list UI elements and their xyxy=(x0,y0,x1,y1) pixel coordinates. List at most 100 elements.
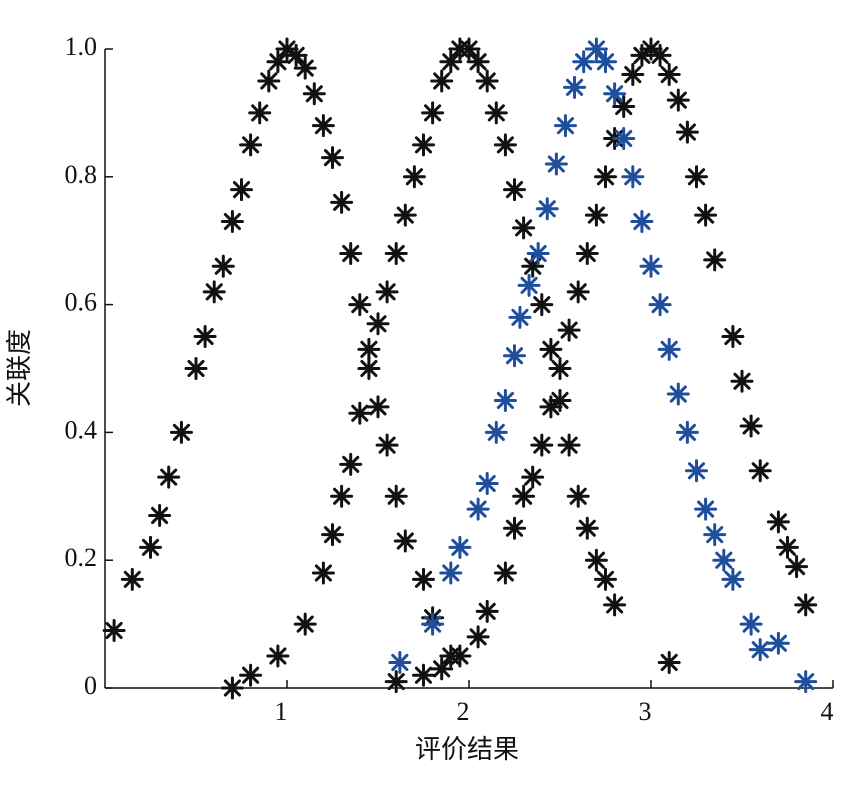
data-point xyxy=(321,146,344,170)
data-point xyxy=(293,56,317,80)
y-tick-label: 0.2 xyxy=(65,543,98,572)
data-point xyxy=(193,325,217,349)
data-point xyxy=(466,50,490,74)
data-point xyxy=(572,50,596,74)
data-point xyxy=(517,273,541,297)
x-tick-label: 4 xyxy=(821,697,834,726)
data-point xyxy=(402,165,426,189)
data-point xyxy=(621,63,645,87)
data-point xyxy=(739,414,763,438)
data-point xyxy=(393,529,417,553)
data-point xyxy=(566,484,590,508)
data-point xyxy=(694,203,718,227)
data-point xyxy=(393,203,417,227)
data-point xyxy=(557,318,581,342)
data-point xyxy=(439,561,463,585)
data-point xyxy=(666,88,690,112)
data-point xyxy=(484,420,508,444)
data-point xyxy=(239,663,263,687)
data-point xyxy=(575,241,599,265)
data-point xyxy=(348,293,372,317)
x-tick-label: 2 xyxy=(457,697,470,726)
data-point xyxy=(657,63,681,87)
data-point xyxy=(603,82,627,106)
data-point xyxy=(330,484,354,508)
data-point xyxy=(275,37,299,61)
data-point xyxy=(548,388,572,412)
data-point xyxy=(357,357,381,380)
data-point xyxy=(348,401,372,425)
data-point xyxy=(530,293,554,317)
data-point xyxy=(657,337,681,361)
data-point xyxy=(384,670,408,694)
data-point xyxy=(503,178,526,202)
data-point xyxy=(457,37,481,61)
data-point xyxy=(621,165,645,189)
y-axis-label: 关联度 xyxy=(5,329,34,407)
data-point xyxy=(302,82,326,106)
data-point xyxy=(539,395,563,419)
y-tick-label: 0.8 xyxy=(65,160,98,189)
y-tick-label: 1.0 xyxy=(65,32,98,61)
data-point xyxy=(421,612,445,636)
data-point xyxy=(266,644,290,668)
data-point xyxy=(630,210,654,234)
data-point xyxy=(493,133,517,157)
data-point xyxy=(685,165,708,189)
data-point xyxy=(239,133,263,157)
y-tick-label: 0 xyxy=(84,671,97,700)
data-point xyxy=(566,280,590,304)
data-point xyxy=(535,197,559,221)
data-point xyxy=(220,210,244,234)
data-point xyxy=(721,325,745,349)
data-point xyxy=(257,69,281,93)
data-point xyxy=(675,420,699,444)
data-point xyxy=(248,101,272,125)
x-tick-label: 3 xyxy=(639,697,652,726)
y-tick-label: 0.4 xyxy=(65,415,98,444)
data-point xyxy=(776,535,799,559)
data-point xyxy=(575,516,599,540)
data-point xyxy=(339,241,363,265)
data-point xyxy=(794,670,818,694)
data-point xyxy=(594,50,617,74)
data-point xyxy=(475,472,499,496)
data-point xyxy=(293,612,317,636)
data-point xyxy=(388,650,412,674)
x-tick-label: 1 xyxy=(275,697,288,726)
data-point xyxy=(120,567,144,591)
data-point xyxy=(785,555,809,579)
data-point xyxy=(311,114,335,138)
data-point xyxy=(366,312,390,336)
data-point xyxy=(612,95,636,119)
data-point xyxy=(563,75,587,99)
data-point xyxy=(594,165,617,189)
data-point xyxy=(712,548,736,572)
data-point xyxy=(184,357,208,380)
data-point xyxy=(366,395,390,419)
data-point xyxy=(584,203,608,227)
data-point xyxy=(412,133,435,157)
data-point xyxy=(648,43,672,67)
data-point xyxy=(530,433,554,457)
data-point xyxy=(384,484,408,508)
data-point xyxy=(439,50,463,74)
data-point xyxy=(548,357,572,380)
data-point xyxy=(475,599,499,623)
data-point xyxy=(384,241,408,265)
data-point xyxy=(202,280,226,304)
data-point xyxy=(612,126,636,150)
data-point xyxy=(630,43,654,67)
data-point xyxy=(685,459,708,483)
data-point xyxy=(466,497,490,521)
data-point xyxy=(748,459,772,483)
data-point xyxy=(148,503,172,527)
data-point xyxy=(503,516,526,540)
data-point xyxy=(484,101,508,125)
data-point xyxy=(375,280,399,304)
data-point xyxy=(493,388,517,412)
data-point xyxy=(284,43,308,67)
x-axis-label: 评价结果 xyxy=(415,735,519,764)
